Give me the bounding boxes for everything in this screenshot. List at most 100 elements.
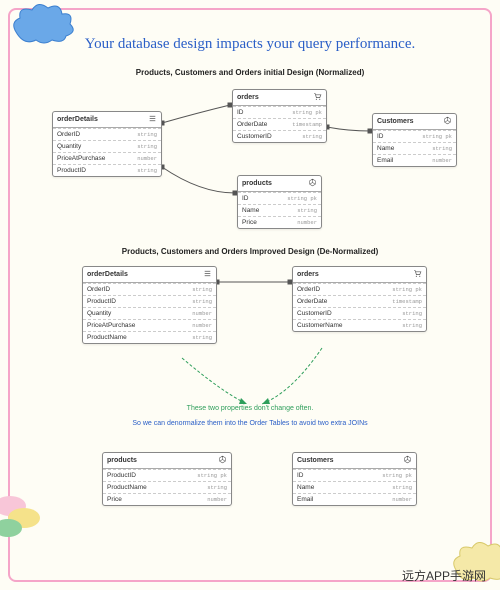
table-orders: orders ID string pk OrderDate timestamp Custo… xyxy=(232,89,327,143)
field-name: OrderID xyxy=(57,131,80,138)
table-row: OrderDate timestamp xyxy=(233,118,326,130)
field-name: OrderDate xyxy=(237,121,267,128)
field-type: timestamp xyxy=(292,121,322,128)
table-row: Pricenumber xyxy=(103,493,231,505)
table-row: CustomerIDstring xyxy=(233,130,326,142)
field-name: Quantity xyxy=(57,143,81,150)
field-type: number xyxy=(432,157,452,164)
field-type: number xyxy=(297,219,317,226)
field-type: string xyxy=(207,484,227,491)
table-row: ProductName string xyxy=(103,481,231,493)
table-row: Email number xyxy=(373,154,456,166)
field-name: Name xyxy=(297,484,314,491)
field-name: ProductID xyxy=(107,472,136,479)
field-type: string pk xyxy=(197,472,227,479)
section1-title: Products, Customers and Orders initial D… xyxy=(22,68,478,77)
field-name: Name xyxy=(242,207,259,214)
field-name: ID xyxy=(377,133,384,140)
table-title: orderDetails xyxy=(57,116,98,123)
table-row: PriceAtPurchase number xyxy=(53,152,161,164)
table-title: Customers xyxy=(377,118,414,125)
field-name: Email xyxy=(377,157,393,164)
cart-icon xyxy=(413,269,422,280)
field-type: string xyxy=(137,131,157,138)
field-name: CustomerID xyxy=(297,310,332,317)
field-name: ProductName xyxy=(87,334,127,341)
field-type: string pk xyxy=(422,133,452,140)
table-title: orderDetails xyxy=(87,271,128,278)
table-orders: ordersOrderIDstring pk OrderDate timestamp… xyxy=(292,266,427,332)
field-type: string xyxy=(192,298,212,305)
field-type: number xyxy=(207,496,227,503)
table-title: products xyxy=(107,457,137,464)
table-row: OrderIDstring pk xyxy=(293,283,426,295)
field-name: Email xyxy=(297,496,313,503)
table-row: ProductID string xyxy=(83,295,216,307)
table-header: orderDetails xyxy=(53,112,161,128)
field-type: number xyxy=(192,310,212,317)
table-row: Name string xyxy=(373,142,456,154)
field-name: ProductName xyxy=(107,484,147,491)
table-row: ID string pk xyxy=(233,106,326,118)
field-name: ProductID xyxy=(57,167,86,174)
field-name: OrderID xyxy=(87,286,110,293)
table-products: products ProductID string pk ProductName str… xyxy=(102,452,232,506)
field-name: ID xyxy=(237,109,244,116)
table-row: IDstring pk xyxy=(238,192,321,204)
table-orderDetails: orderDetailsOrderIDstringQuantitystringP… xyxy=(52,111,162,177)
table-header: products xyxy=(103,453,231,469)
cloud-bottom-left xyxy=(0,492,50,540)
note-green: These two properties don't change often. xyxy=(22,405,478,412)
field-name: PriceAtPurchase xyxy=(57,155,105,162)
watermark: 远方APP手游网 xyxy=(402,567,486,584)
field-name: PriceAtPurchase xyxy=(87,322,135,329)
table-row: ID string pk xyxy=(293,469,416,481)
field-type: timestamp xyxy=(392,298,422,305)
field-type: string xyxy=(392,484,412,491)
cube-icon xyxy=(403,455,412,466)
table-customers: Customers ID string pk Name string Email numbe… xyxy=(292,452,417,506)
table-title: products xyxy=(242,180,272,187)
section2-title: Products, Customers and Orders Improved … xyxy=(22,247,478,256)
note-blue: So we can denormalize them into the Orde… xyxy=(22,420,478,427)
table-header: orders xyxy=(233,90,326,106)
cube-icon xyxy=(443,116,452,127)
field-name: Price xyxy=(242,219,257,226)
field-type: string xyxy=(402,322,422,329)
field-type: string pk xyxy=(392,286,422,293)
field-name: OrderDate xyxy=(297,298,327,305)
field-type: string xyxy=(192,334,212,341)
field-type: number xyxy=(392,496,412,503)
table-header: products xyxy=(238,176,321,192)
field-name: ID xyxy=(297,472,304,479)
diagram-normalized: orderDetailsOrderIDstringQuantitystringP… xyxy=(22,83,478,243)
field-type: string xyxy=(137,167,157,174)
table-row: Price number xyxy=(238,216,321,228)
field-type: number xyxy=(137,155,157,162)
table-row: OrderID string xyxy=(53,128,161,140)
field-type: string xyxy=(402,310,422,317)
table-customers: Customers ID string pk Name string Email numbe… xyxy=(372,113,457,167)
field-type: string pk xyxy=(287,195,317,202)
cart-icon xyxy=(313,92,322,103)
menu-icon xyxy=(148,114,157,125)
field-type: string pk xyxy=(292,109,322,116)
field-name: ProductID xyxy=(87,298,116,305)
table-header: Customers xyxy=(293,453,416,469)
table-row: Name string xyxy=(293,481,416,493)
content-area: Products, Customers and Orders initial D… xyxy=(22,64,478,560)
field-type: string xyxy=(302,133,322,140)
field-type: string pk xyxy=(382,472,412,479)
table-row: ProductName string xyxy=(83,331,216,343)
table-orderDetails: orderDetails OrderID string ProductID string… xyxy=(82,266,217,344)
table-row: ID string pk xyxy=(373,130,456,142)
table-title: Customers xyxy=(297,457,334,464)
table-title: orders xyxy=(237,94,259,101)
diagram-denormalized: These two properties don't change often.… xyxy=(22,262,478,542)
field-name: Name xyxy=(377,145,394,152)
field-type: string xyxy=(297,207,317,214)
table-header: Customers xyxy=(373,114,456,130)
field-type: string xyxy=(432,145,452,152)
table-header: orders xyxy=(293,267,426,283)
table-row: Quantitystring xyxy=(53,140,161,152)
